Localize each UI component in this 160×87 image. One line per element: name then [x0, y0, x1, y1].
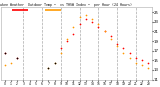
Text: Milwaukee Weather  Outdoor Temp •  vs THSW Index •  per Hour (24 Hours): Milwaukee Weather Outdoor Temp • vs THSW…: [0, 3, 132, 7]
Point: [110, 38, 112, 39]
Point: [85, 14, 87, 15]
Point: [16, 57, 18, 59]
Point: [85, 19, 87, 20]
Point: [147, 62, 150, 63]
Point: [72, 33, 75, 35]
Point: [97, 26, 100, 27]
Point: [3, 52, 6, 54]
Point: [135, 62, 137, 63]
Point: [72, 26, 75, 27]
Point: [66, 40, 68, 42]
Point: [128, 52, 131, 54]
Point: [141, 60, 143, 61]
Point: [91, 21, 93, 23]
Point: [141, 64, 143, 66]
Point: [47, 67, 50, 68]
Point: [103, 31, 106, 32]
Point: [66, 38, 68, 39]
Point: [147, 67, 150, 68]
Point: [16, 57, 18, 59]
Point: [78, 24, 81, 25]
Point: [53, 62, 56, 63]
Point: [110, 36, 112, 37]
Point: [47, 67, 50, 68]
Point: [60, 48, 62, 49]
Point: [9, 62, 12, 63]
Point: [135, 57, 137, 59]
Point: [78, 16, 81, 18]
Point: [3, 64, 6, 66]
Point: [91, 19, 93, 20]
Point: [3, 52, 6, 54]
Point: [122, 48, 125, 49]
Point: [122, 52, 125, 54]
Point: [103, 31, 106, 32]
Point: [128, 57, 131, 59]
Point: [97, 24, 100, 25]
Point: [116, 45, 118, 47]
Point: [53, 62, 56, 63]
Point: [116, 43, 118, 44]
Point: [60, 52, 62, 54]
